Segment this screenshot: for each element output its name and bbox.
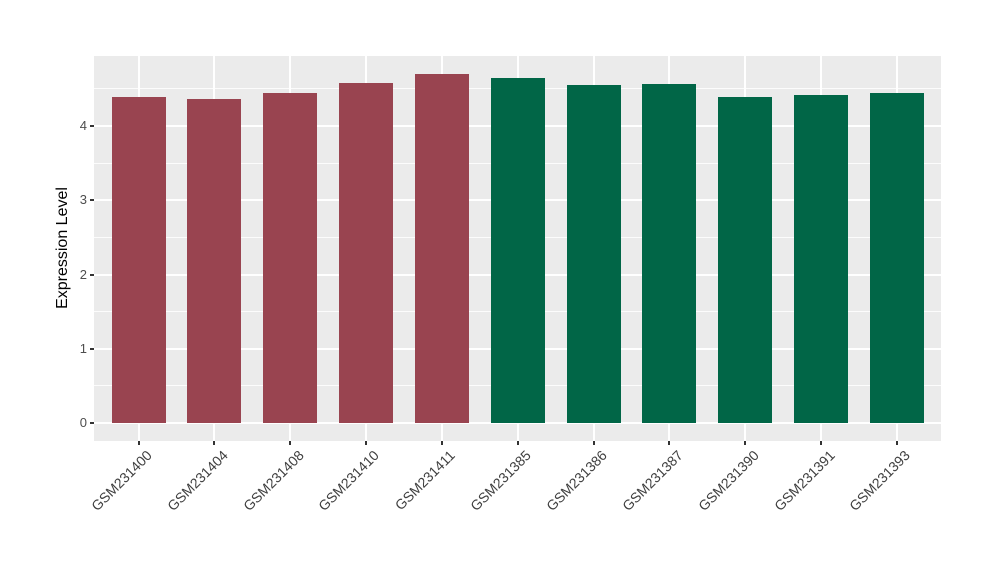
y-axis-tick — [90, 422, 94, 424]
y-tick-label: 3 — [79, 192, 87, 208]
bar — [794, 94, 849, 423]
x-axis-tick — [820, 441, 823, 445]
x-axis-tick — [289, 441, 292, 445]
bar — [566, 85, 621, 423]
x-tick-label: GSM231400 — [87, 447, 155, 514]
x-axis-tick — [592, 441, 595, 445]
x-tick-label: GSM231408 — [239, 447, 307, 514]
y-tick-label: 1 — [79, 340, 87, 356]
y-axis-tick — [90, 199, 94, 202]
y-axis-tick — [90, 125, 94, 127]
x-tick-label: GSM231393 — [846, 447, 914, 514]
x-tick-label: GSM231385 — [467, 447, 535, 514]
plot-panel — [94, 56, 941, 441]
x-axis-tick — [668, 441, 671, 445]
x-axis-tick — [744, 441, 747, 445]
bar — [490, 77, 545, 423]
bar — [642, 83, 697, 423]
y-tick-label: 2 — [79, 266, 87, 282]
bar — [263, 93, 318, 423]
y-axis-tick — [90, 273, 94, 276]
bar — [111, 97, 166, 423]
bar — [718, 97, 773, 423]
x-axis-tick — [440, 441, 443, 445]
x-tick-label: GSM231410 — [315, 447, 383, 514]
x-tick-label: GSM231390 — [694, 447, 762, 514]
y-axis-tick — [90, 347, 94, 350]
bar — [414, 74, 469, 423]
bar — [339, 82, 394, 423]
x-axis-tick — [365, 441, 368, 445]
y-tick-label: 4 — [79, 118, 87, 133]
y-tick-label: 0 — [79, 415, 87, 430]
x-axis-tick — [213, 441, 216, 445]
x-tick-label: GSM231386 — [543, 447, 610, 514]
y-axis-title: Expression Level — [54, 187, 71, 309]
x-axis-tick — [516, 441, 519, 445]
bar — [187, 99, 242, 423]
x-tick-label: GSM231404 — [163, 447, 231, 514]
x-axis-tick — [137, 441, 140, 445]
x-tick-label: GSM231411 — [392, 447, 459, 514]
x-tick-label: GSM231391 — [770, 447, 838, 514]
x-axis-tick — [896, 441, 898, 445]
x-tick-label: GSM231387 — [618, 447, 686, 514]
bar — [870, 92, 924, 423]
